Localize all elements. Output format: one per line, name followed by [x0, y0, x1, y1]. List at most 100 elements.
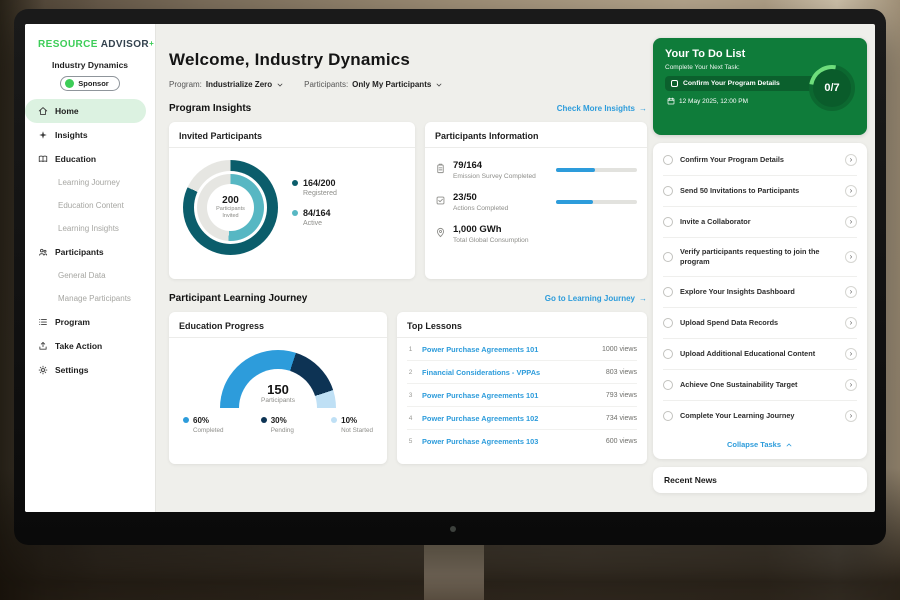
due-date-label: 12 May 2025, 12:00 PM [679, 97, 749, 105]
sidebar-item-learning-journey[interactable]: Learning Journey [25, 171, 155, 194]
stat-value: 79/164 [453, 160, 483, 171]
invited-participants-donut: 200 Participants Invited [183, 160, 278, 255]
lesson-rank: 5 [408, 438, 413, 445]
actions-completed-progressbar [556, 200, 637, 204]
insights-icon [39, 131, 47, 139]
lesson-views: 734 views [605, 414, 637, 422]
chevron-down-icon [277, 83, 283, 87]
legend-value: 60% [193, 416, 210, 425]
sidebar-item-participants[interactable]: Participants [25, 240, 155, 264]
chevron-right-icon[interactable]: › [845, 154, 857, 166]
chevron-right-icon[interactable]: › [845, 216, 857, 228]
sidebar-item-manage-participants[interactable]: Manage Participants [25, 287, 155, 310]
sidebar-item-general-data[interactable]: General Data [25, 264, 155, 287]
lesson-link[interactable]: Power Purchase Agreements 103 [422, 437, 539, 446]
lesson-row: 5 Power Purchase Agreements 103 600 view… [407, 430, 637, 453]
lesson-views: 600 views [605, 438, 637, 445]
participants-icon [39, 248, 48, 256]
task-row-explore-insights[interactable]: Explore Your Insights Dashboard › [663, 277, 857, 309]
stat-label: Emission Survey Completed [453, 173, 536, 180]
lesson-views: 793 views [605, 391, 637, 399]
chevron-right-icon[interactable]: › [845, 410, 857, 423]
legend-label: Not Started [341, 427, 373, 434]
lesson-rank: 1 [408, 345, 413, 353]
task-row-complete-learning-journey[interactable]: Complete Your Learning Journey › [663, 401, 857, 431]
chevron-right-icon[interactable]: › [845, 185, 857, 197]
link-label: Check More Insights [556, 104, 635, 113]
task-checkbox-icon[interactable] [663, 287, 673, 298]
task-row-confirm-program[interactable]: Confirm Your Program Details › [663, 145, 857, 176]
legend-dot-active [292, 209, 298, 216]
chevron-right-icon[interactable]: › [845, 286, 857, 299]
recent-news-card[interactable]: Recent News [653, 467, 867, 494]
arrow-right-icon: → [639, 104, 647, 113]
task-checkbox-icon[interactable] [663, 186, 673, 196]
chevron-right-icon[interactable]: › [845, 348, 857, 361]
task-row-upload-educational-content[interactable]: Upload Additional Educational Content › [663, 339, 857, 371]
stat-value: 23/50 [453, 192, 477, 203]
settings-icon [38, 365, 48, 375]
lesson-row: 1 Power Purchase Agreements 101 1000 vie… [407, 338, 637, 361]
lesson-row: 4 Power Purchase Agreements 102 734 view… [407, 407, 637, 430]
sidebar-item-program[interactable]: Program [25, 310, 155, 334]
participants-filter[interactable]: Participants: Only My Participants [304, 80, 443, 89]
sidebar-item-home[interactable]: Home [25, 99, 146, 123]
sidebar-item-label: Program [55, 317, 90, 327]
collapse-tasks-link[interactable]: Collapse Tasks [663, 431, 857, 454]
actions-icon [435, 193, 446, 211]
legend-dot-completed [183, 417, 189, 423]
sidebar-item-take-action[interactable]: Take Action [25, 334, 155, 358]
sidebar-item-education[interactable]: Education [25, 147, 155, 171]
progress-fill [556, 200, 594, 204]
top-lessons-card: Top Lessons 1 Power Purchase Agreements … [397, 312, 647, 464]
chevron-right-icon[interactable]: › [845, 317, 857, 330]
task-row-achieve-sustainability-target[interactable]: Achieve One Sustainability Target › [663, 370, 857, 402]
program-insights-cards: Invited Participants 2 [169, 122, 647, 279]
task-checkbox-icon[interactable] [663, 349, 673, 360]
chevron-right-icon[interactable]: › [845, 251, 857, 264]
sidebar-item-label: Insights [55, 130, 88, 140]
task-row-upload-spend-data[interactable]: Upload Spend Data Records › [663, 308, 857, 340]
go-to-learning-journey-link[interactable]: Go to Learning Journey → [545, 294, 647, 303]
donut-center-label: Participants Invited [216, 206, 245, 219]
sidebar-item-label: Take Action [55, 341, 103, 351]
task-checkbox-icon[interactable] [663, 252, 673, 263]
sidebar-item-insights[interactable]: Insights [25, 123, 155, 147]
sidebar-item-learning-insights[interactable]: Learning Insights [25, 217, 155, 240]
chevron-right-icon[interactable]: › [845, 379, 857, 392]
check-more-insights-link[interactable]: Check More Insights → [557, 104, 647, 113]
task-row-send-invitations[interactable]: Send 50 Invitations to Participants › [663, 176, 857, 207]
task-checkbox-icon[interactable] [663, 155, 673, 165]
task-label: Upload Additional Educational Content [680, 349, 816, 359]
sidebar-item-education-content[interactable]: Education Content [25, 194, 155, 217]
legend-value: 84/164 [303, 207, 331, 218]
learning-journey-cards: Education Progress 150 Participants [169, 312, 647, 464]
lesson-link[interactable]: Power Purchase Agreements 101 [422, 344, 539, 354]
checkbox-icon[interactable] [671, 80, 678, 87]
task-checkbox-icon[interactable] [663, 318, 673, 329]
task-row-invite-collaborator[interactable]: Invite a Collaborator › [663, 207, 857, 238]
lesson-rank: 4 [408, 414, 413, 422]
lesson-views: 803 views [605, 368, 637, 376]
participants-filter-value: Only My Participants [352, 80, 432, 89]
legend-label: Pending [270, 427, 294, 434]
task-row-verify-participants[interactable]: Verify participants requesting to join t… [663, 238, 857, 278]
todo-subtitle: Complete Your Next Task: [665, 64, 740, 71]
gauge-center-value: 150 [267, 382, 289, 397]
lesson-link[interactable]: Power Purchase Agreements 102 [422, 413, 539, 423]
sponsor-badge[interactable]: Sponsor [60, 76, 120, 91]
program-icon [39, 319, 47, 325]
sidebar-item-settings[interactable]: Settings [25, 358, 155, 382]
todo-next-task[interactable]: Confirm Your Program Details [665, 76, 815, 91]
lesson-link[interactable]: Financial Considerations - VPPAs [422, 367, 541, 377]
program-filter[interactable]: Program: Industrialize Zero [169, 80, 284, 89]
task-checkbox-icon[interactable] [663, 380, 673, 391]
task-checkbox-icon[interactable] [663, 411, 673, 422]
program-insights-header: Program Insights Check More Insights → [169, 103, 647, 114]
legend-label: Active [303, 219, 323, 227]
donut-legend: 164/200 Registered 84/164 Active [292, 178, 337, 238]
emission-survey-progressbar [556, 168, 637, 172]
task-checkbox-icon[interactable] [663, 217, 673, 227]
lesson-link[interactable]: Power Purchase Agreements 101 [422, 390, 539, 400]
legend-dot-pending [260, 417, 267, 423]
